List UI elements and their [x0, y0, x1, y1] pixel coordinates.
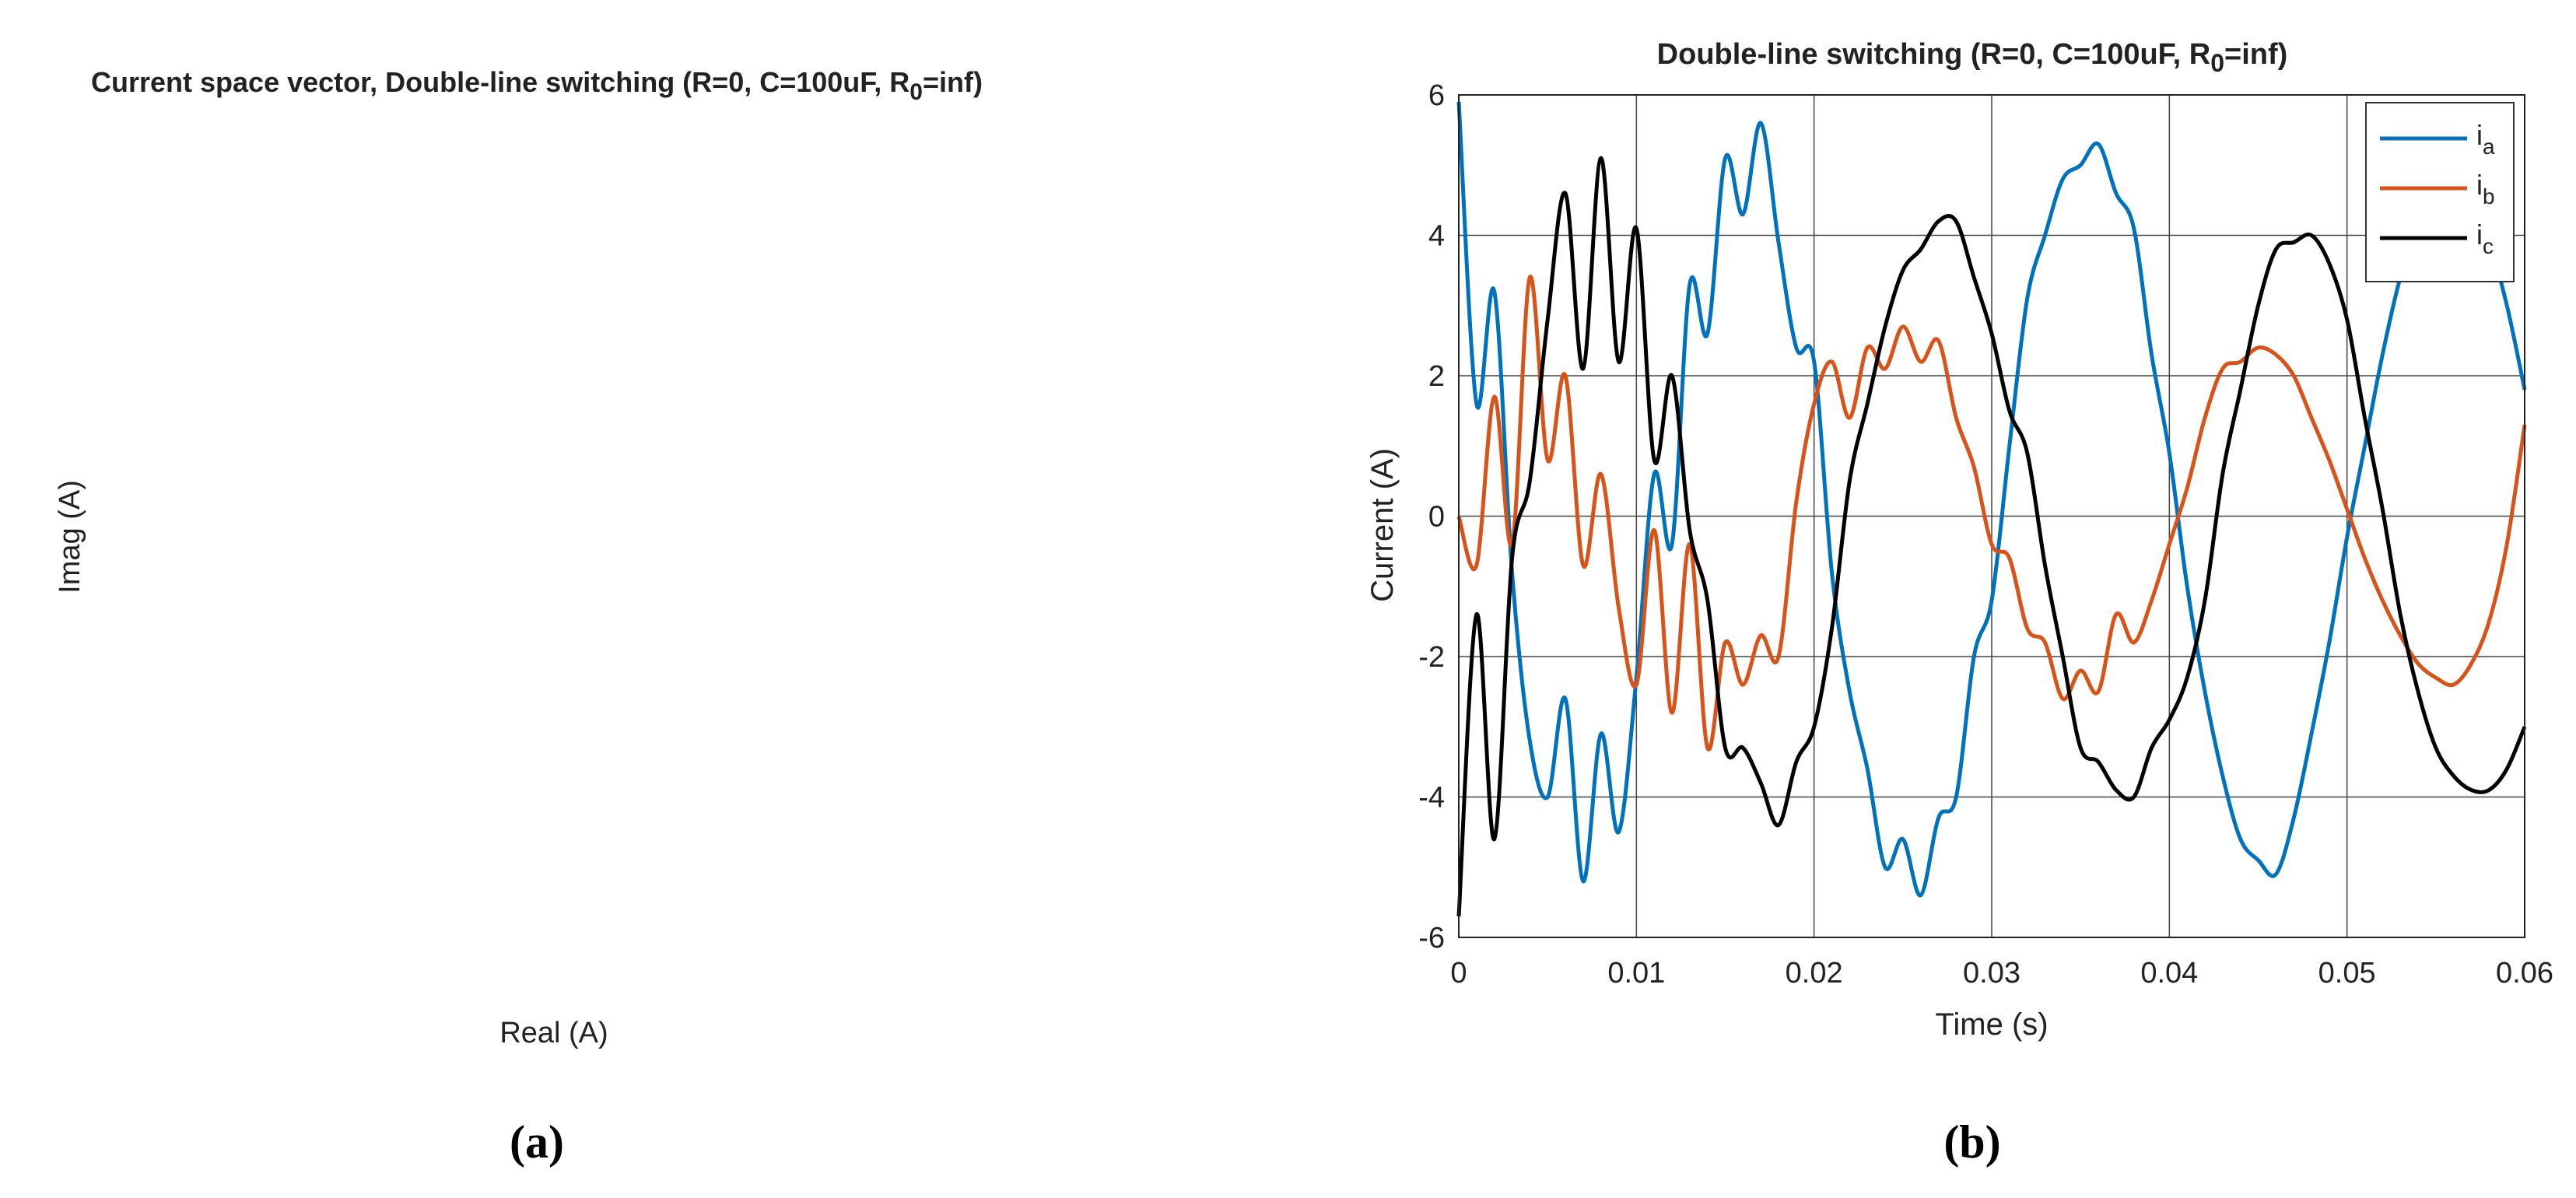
legend-label: ib — [2476, 169, 2495, 208]
chart-b-title: Double-line switching (R=0, C=100uF, R0=… — [1657, 38, 2288, 77]
chart-b-legend: ia ib ic — [2365, 102, 2515, 282]
chart-b-panel-label: (b) — [1943, 1116, 2000, 1168]
chart-a-title: Current space vector, Double-line switch… — [91, 66, 983, 105]
x-tick-label: 0.02 — [1786, 957, 1843, 990]
current-time-chart: Double-line switching (R=0, C=100uF, R0=… — [1365, 38, 2553, 1168]
series-line-ib — [1456, 275, 2527, 751]
legend-label: ic — [2476, 219, 2494, 258]
y-tick-label: 6 — [1428, 79, 1445, 112]
series-line-ic — [1456, 156, 2527, 917]
x-tick-label: 0.05 — [2318, 957, 2376, 990]
y-tick-label: -4 — [1418, 782, 1445, 814]
space-vector-chart: Current space vector, Double-line switch… — [54, 66, 983, 1168]
series-line-ia — [1456, 101, 2527, 898]
y-tick-label: -6 — [1418, 922, 1445, 955]
chart-b-grid — [1458, 94, 2525, 938]
chart-b-ylabel: Current (A) — [1365, 448, 1400, 602]
y-tick-label: 4 — [1428, 220, 1445, 253]
x-tick-label: 0.03 — [1963, 957, 2020, 990]
legend-label: ia — [2476, 119, 2495, 159]
x-tick-label: 0.01 — [1607, 957, 1665, 990]
y-tick-label: 0 — [1428, 501, 1445, 534]
legend-box — [2365, 102, 2515, 282]
x-tick-label: 0.04 — [2140, 957, 2198, 990]
chart-b-plot-frame — [1458, 94, 2525, 938]
chart-b-xlabel: Time (s) — [1935, 1007, 2048, 1042]
x-tick-label: 0.06 — [2496, 957, 2553, 990]
chart-a-xlabel: Real (A) — [499, 1017, 608, 1049]
x-tick-label: 0 — [1450, 957, 1467, 990]
y-tick-label: -2 — [1418, 641, 1445, 674]
chart-a-panel-label: (a) — [510, 1116, 564, 1168]
chart-a-ylabel: Imag (A) — [54, 480, 86, 594]
y-tick-label: 2 — [1428, 360, 1445, 393]
